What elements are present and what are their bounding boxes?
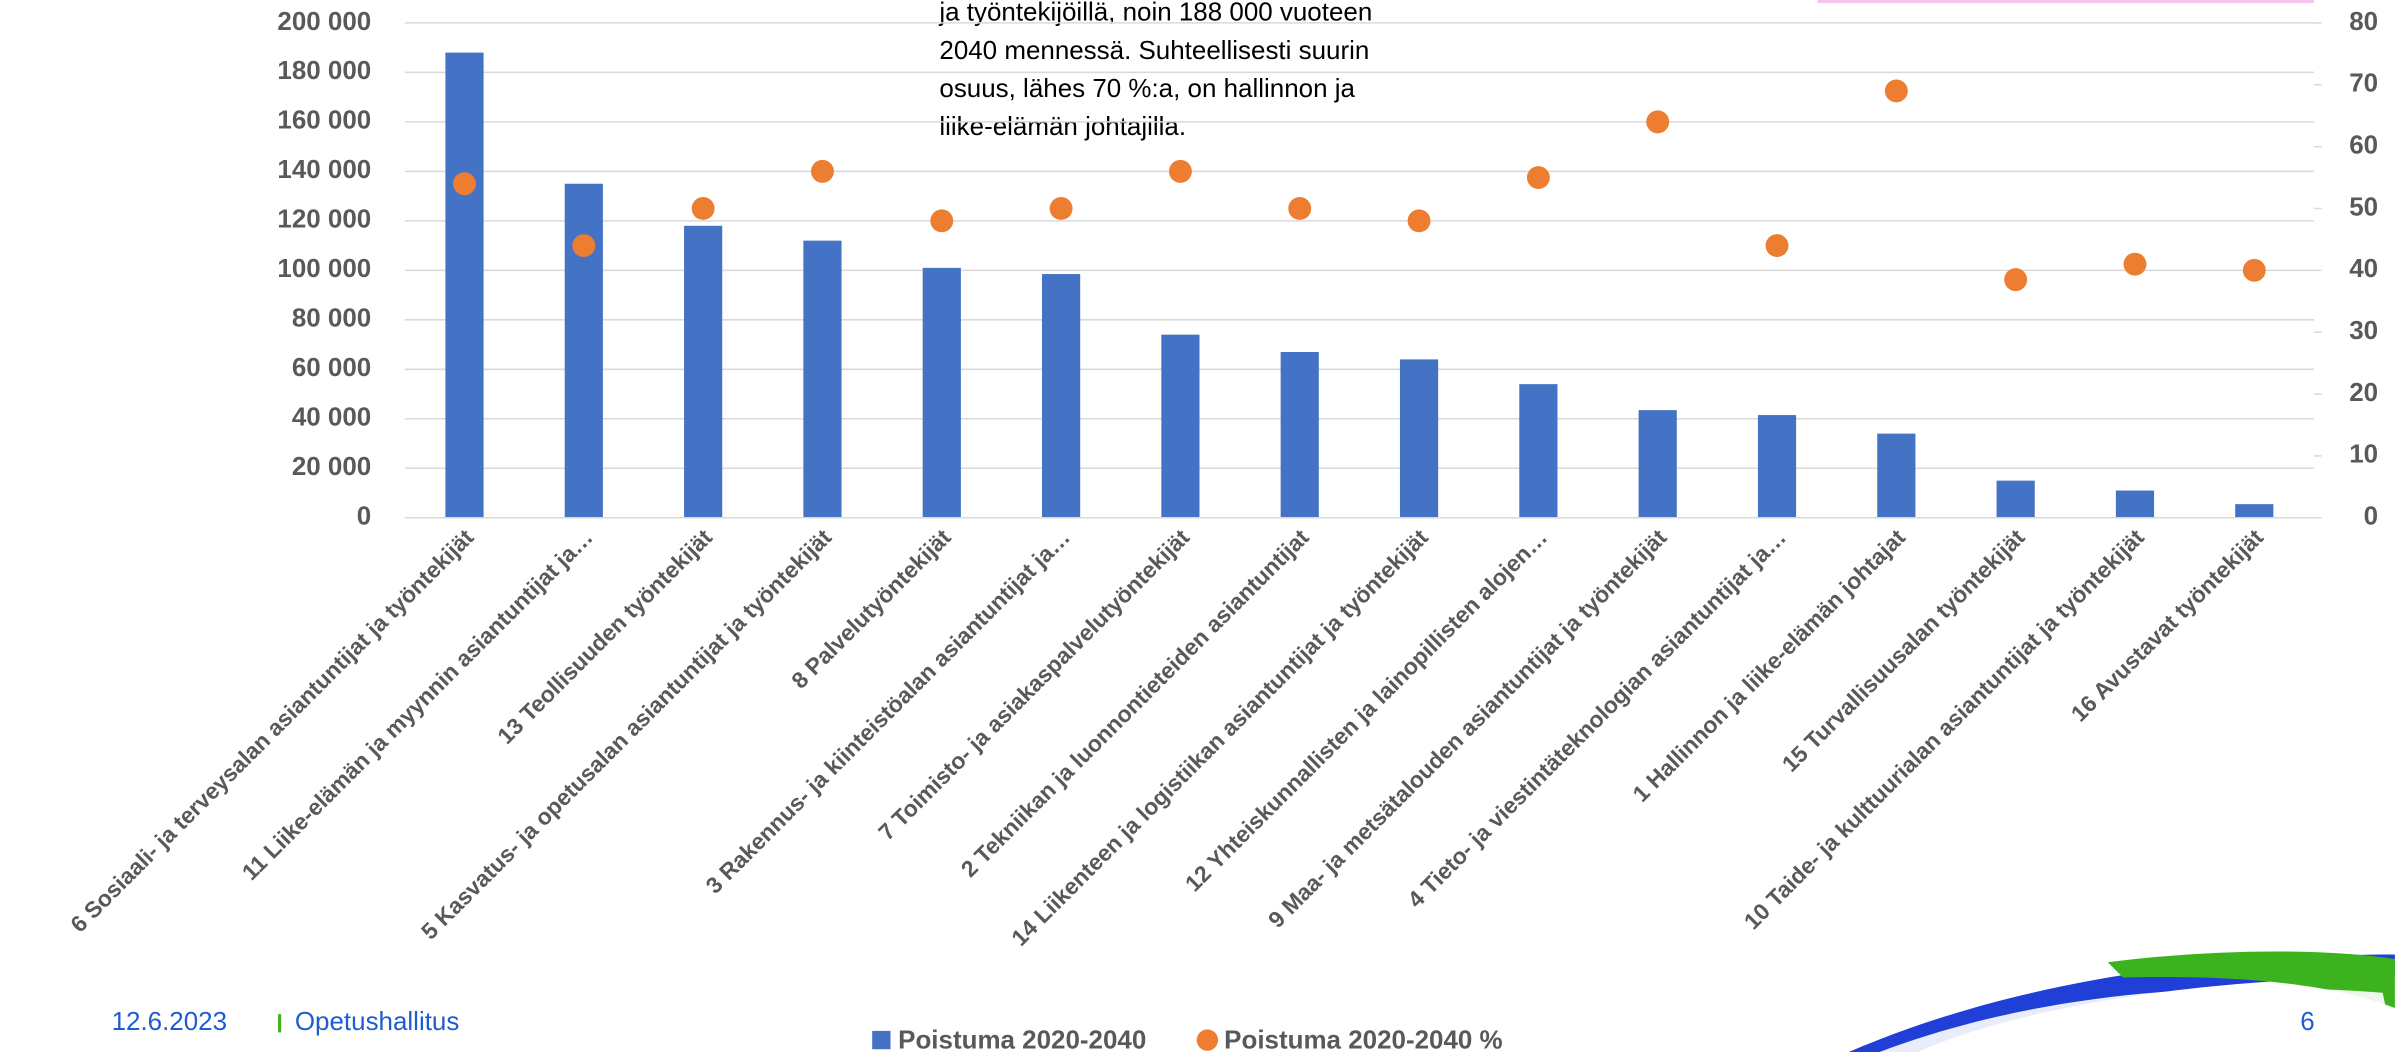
bar [445, 52, 484, 518]
bar [1161, 334, 1200, 518]
y-tick-label: 100 000 [277, 253, 371, 283]
bar [564, 183, 603, 518]
bar [922, 267, 961, 518]
y-tick-label: 200 000 [277, 6, 371, 36]
y2-tick-label: 30 [2349, 315, 2378, 345]
y-tick-label: 140 000 [277, 154, 371, 184]
point [1884, 79, 1908, 103]
annotation-line: 2040 mennessä. Suhteellisesti suurin [939, 35, 1369, 65]
point [1168, 159, 1192, 183]
y2-tick-label: 20 [2349, 377, 2378, 407]
y-tick-label: 120 000 [277, 204, 371, 234]
bar [803, 240, 842, 518]
annotation-line: osuus, lähes 70 %:a, on hallinnon ja [939, 73, 1355, 103]
legend-swatch [872, 1030, 891, 1050]
y2-tick-label: 50 [2349, 191, 2378, 221]
point [572, 234, 596, 258]
point [2123, 252, 2147, 276]
bar [1638, 410, 1677, 518]
point [691, 197, 715, 220]
point [2004, 268, 2028, 292]
bar [2115, 490, 2155, 518]
footer-organization: Opetushallitus [295, 1006, 459, 1036]
point [1526, 166, 1550, 190]
bar [1042, 274, 1081, 518]
point [810, 159, 834, 183]
y2-tick-label: 70 [2349, 68, 2378, 98]
legend-label: Poistuma 2020-2040 [898, 1024, 1146, 1052]
y2-tick-label: 10 [2349, 439, 2378, 469]
annotation-line: liike-elämän johtajilla. [939, 111, 1186, 141]
y-tick-label: 20 000 [292, 451, 371, 481]
x-tick-label: 16 Avustavat työntekijät [2066, 524, 2269, 727]
footer-date: 12.6.2023 [112, 1006, 227, 1036]
bar [1519, 384, 1558, 518]
y2-tick-label: 0 [2364, 501, 2378, 531]
y-tick-label: 0 [357, 501, 371, 531]
bar [1280, 351, 1319, 518]
legend-swatch [1196, 1029, 1219, 1051]
bar [1757, 415, 1797, 518]
x-tick-label: 14 Liikenteen ja logistiikan asiantuntij… [1006, 524, 1433, 951]
y-tick-label: 160 000 [277, 105, 371, 135]
annotation: ja työntekijöillä, noin 188 000 vuoteen2… [938, 0, 1372, 141]
chart: 0 20 000 40 000 60 000 80 000 100 000 120 000 1… [65, 6, 2378, 1052]
legend-label: Poistuma 2020-2040 % [1224, 1024, 1502, 1052]
bar [1877, 433, 1916, 518]
page-number: 6 [2300, 1006, 2314, 1036]
point [1049, 197, 1073, 220]
y-tick-label: 80 000 [292, 303, 371, 333]
point [1288, 197, 1312, 220]
point [1407, 209, 1431, 233]
point [1765, 234, 1789, 258]
bar [2235, 504, 2274, 518]
y-tick-label: 40 000 [292, 402, 371, 432]
y2-tick-label: 40 [2349, 253, 2378, 283]
footer-separator [278, 1014, 282, 1033]
x-tick-label: 10 Taide- ja kulttuurialan asiantuntijat… [1739, 524, 2150, 935]
y2-tick-label: 80 [2349, 6, 2378, 36]
bar [1996, 480, 2035, 518]
x-tick-label: 5 Kasvatus- ja opetusalan asiantuntijat … [416, 524, 837, 945]
x-tick-label: 6 Sosiaali- ja terveysalan asiantuntijat… [65, 524, 479, 938]
point [453, 172, 476, 196]
x-tick-label: 15 Turvallisuusalan työntekijät [1777, 524, 2030, 777]
x-tick-label: 9 Maa- ja metsätalouden asiantuntijat ja… [1263, 524, 1672, 933]
point [930, 209, 954, 233]
bar [1399, 359, 1439, 518]
decor-line [1817, 0, 2314, 4]
point [1646, 110, 1670, 134]
y2-tick-label: 60 [2349, 129, 2378, 159]
logo-swoosh [1848, 951, 2395, 1052]
y-tick-label: 180 000 [277, 55, 371, 85]
y-tick-label: 60 000 [292, 352, 371, 382]
x-tick-label: 13 Teollisuuden työntekijät [492, 524, 717, 749]
point [2242, 258, 2266, 282]
bar [684, 225, 723, 518]
